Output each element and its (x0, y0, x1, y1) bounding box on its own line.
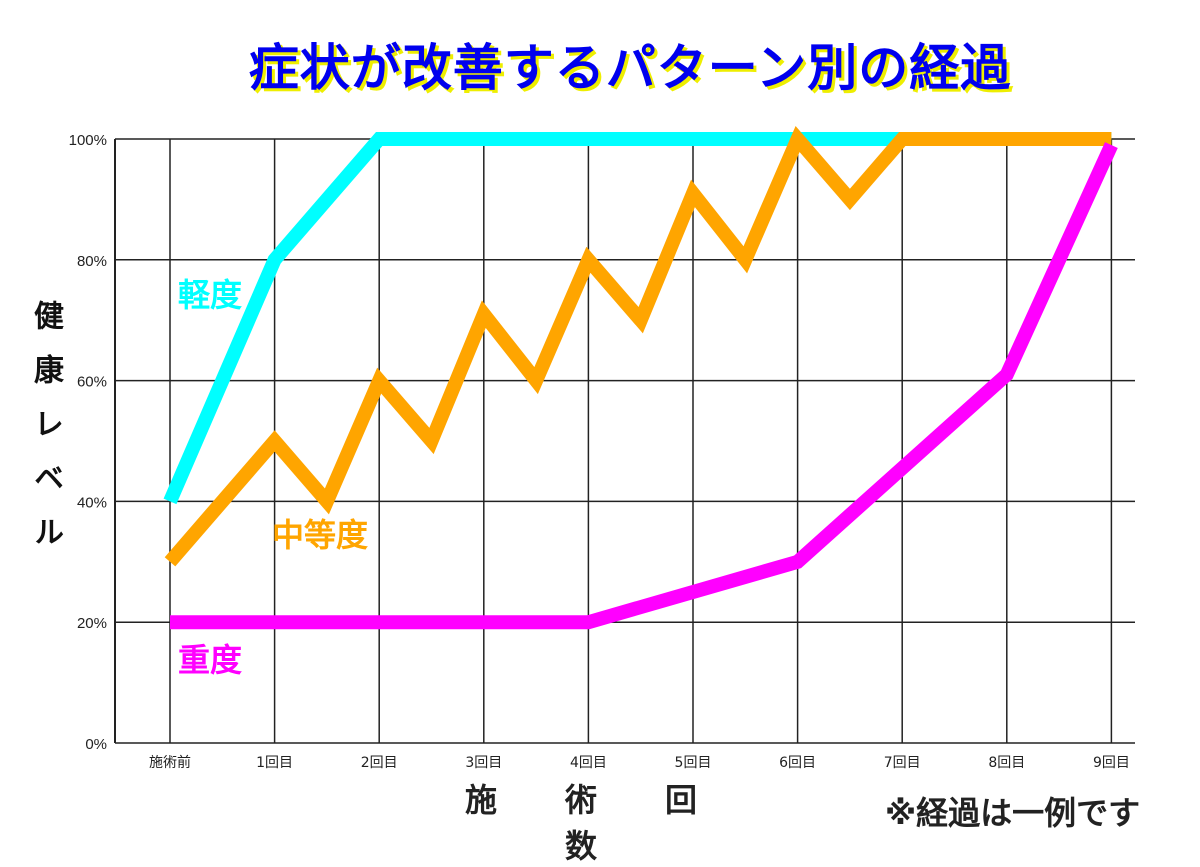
x-tick-label: 9回目 (1093, 755, 1130, 771)
y-tick-label: 80% (77, 253, 107, 270)
x-axis-title: 施 術 回 数 (464, 781, 766, 865)
y-tick-label: 0% (85, 736, 107, 753)
series-label-mild: 軽度 (178, 276, 243, 314)
x-tick-label: 8回目 (988, 755, 1025, 771)
series-label-severe: 重度 (178, 641, 243, 679)
footnote: ※経過は一例です (885, 794, 1141, 832)
series-line-1 (164, 125, 1112, 567)
y-tick-label: 100% (69, 132, 107, 149)
x-tick-label: 3回目 (465, 755, 502, 771)
x-tick-label: 2回目 (361, 755, 398, 771)
x-tick-label: 7回目 (884, 755, 921, 771)
y-tick-label: 20% (77, 615, 107, 632)
x-tick-label: 5回目 (675, 755, 712, 771)
y-tick-label: 40% (77, 494, 107, 511)
chart-title: 症状が改善するパターン別の経過 (248, 39, 1012, 97)
y-axis-title: 健康レベル (28, 300, 63, 570)
y-tick-label: 60% (77, 374, 107, 391)
series-label-moderate: 中等度 (272, 516, 369, 554)
x-tick-label: 4回目 (570, 755, 607, 771)
x-tick-label: 施術前 (149, 754, 191, 771)
x-tick-label: 6回目 (779, 755, 816, 771)
line-chart: 0% 20% 40% 60% 80% 100% 施術前 1回目 2回目 3回目 4回目 5回目 6回目 7… (69, 125, 1135, 771)
x-tick-label: 1回目 (256, 755, 293, 771)
series-line-2 (170, 142, 1118, 630)
